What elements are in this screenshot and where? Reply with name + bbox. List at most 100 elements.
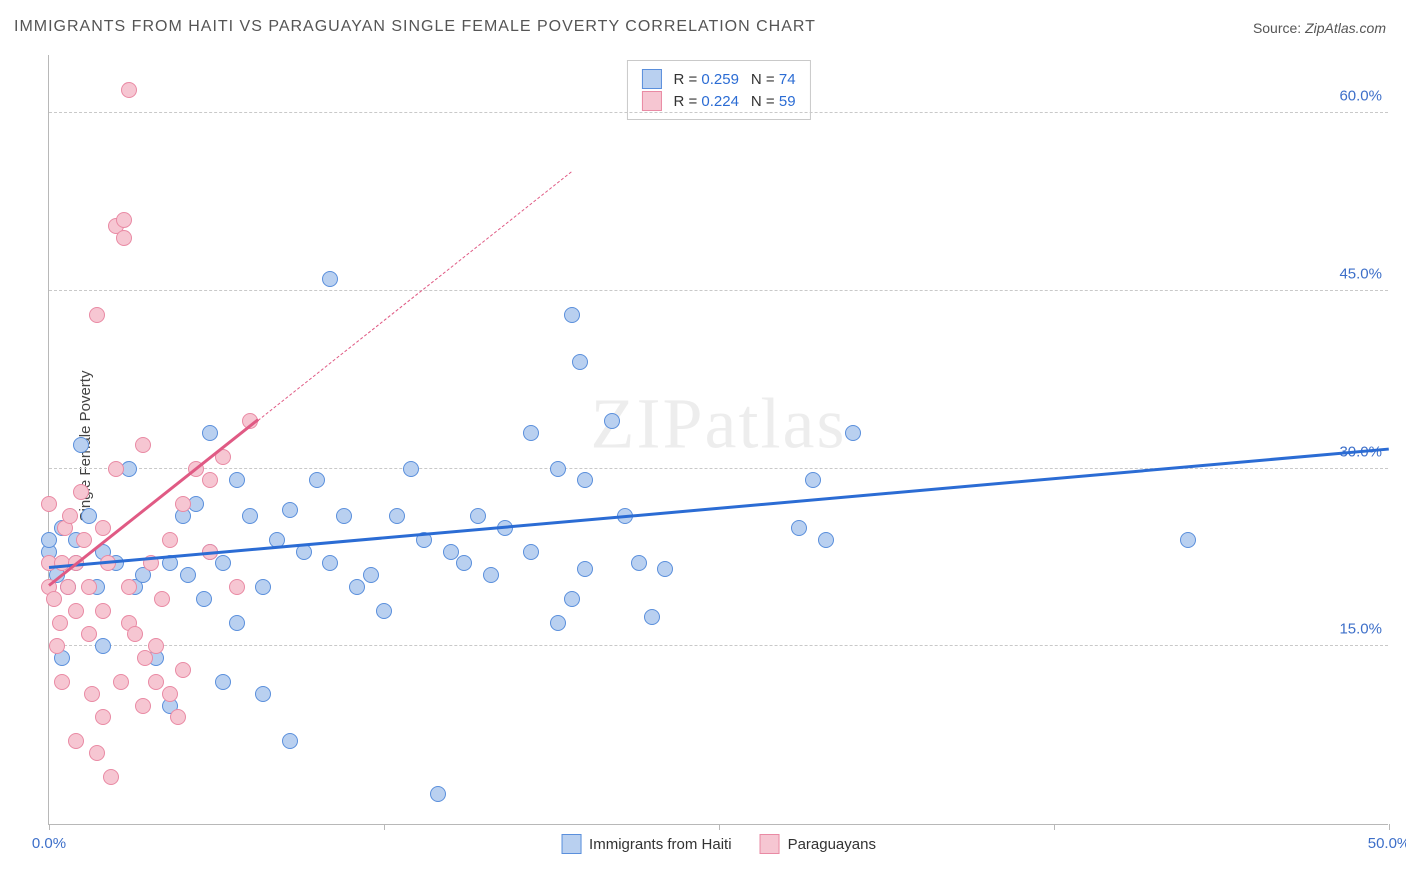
data-point <box>135 698 151 714</box>
data-point <box>550 615 566 631</box>
data-point <box>46 591 62 607</box>
data-point <box>229 579 245 595</box>
chart-title: IMMIGRANTS FROM HAITI VS PARAGUAYAN SING… <box>14 18 816 36</box>
data-point <box>657 561 673 577</box>
data-point <box>73 484 89 500</box>
data-point <box>791 520 807 536</box>
data-point <box>95 520 111 536</box>
source-value: ZipAtlas.com <box>1305 20 1386 36</box>
data-point <box>363 567 379 583</box>
series-swatch-icon <box>641 91 661 111</box>
data-point <box>577 472 593 488</box>
correlation-stats-box: R = 0.259 N = 74 R = 0.224 N = 59 <box>626 60 810 120</box>
data-point <box>68 733 84 749</box>
y-tick-label: 60.0% <box>1339 88 1382 105</box>
data-point <box>322 271 338 287</box>
data-point <box>108 461 124 477</box>
data-point <box>215 674 231 690</box>
data-point <box>631 555 647 571</box>
data-point <box>60 579 76 595</box>
data-point <box>202 472 218 488</box>
data-point <box>162 532 178 548</box>
data-point <box>282 502 298 518</box>
data-point <box>148 638 164 654</box>
data-point <box>81 579 97 595</box>
data-point <box>818 532 834 548</box>
data-point <box>62 508 78 524</box>
data-point <box>54 674 70 690</box>
x-tick-label: 0.0% <box>32 835 66 852</box>
data-point <box>116 230 132 246</box>
data-point <box>229 472 245 488</box>
data-point <box>41 532 57 548</box>
data-point <box>73 437 89 453</box>
gridline <box>49 112 1388 113</box>
data-point <box>550 461 566 477</box>
gridline <box>49 645 1388 646</box>
data-point <box>389 508 405 524</box>
series-swatch-icon <box>561 834 581 854</box>
y-tick-label: 45.0% <box>1339 265 1382 282</box>
data-point <box>242 508 258 524</box>
data-point <box>103 769 119 785</box>
data-point <box>805 472 821 488</box>
data-point <box>175 496 191 512</box>
data-point <box>229 615 245 631</box>
legend-item: Paraguayans <box>760 834 876 854</box>
series-swatch-icon <box>641 69 661 89</box>
watermark-text: ZIPatlas <box>591 383 847 466</box>
x-tick-label: 50.0% <box>1368 835 1406 852</box>
data-point <box>116 212 132 228</box>
data-point <box>215 555 231 571</box>
data-point <box>84 686 100 702</box>
data-point <box>52 615 68 631</box>
data-point <box>95 603 111 619</box>
gridline <box>49 290 1388 291</box>
source-label: Source: <box>1253 20 1305 36</box>
stats-n-eq: N = 74 <box>751 71 796 88</box>
data-point <box>148 674 164 690</box>
data-point <box>282 733 298 749</box>
x-tick-mark <box>719 824 720 830</box>
data-point <box>95 709 111 725</box>
data-point <box>644 609 660 625</box>
data-point <box>202 425 218 441</box>
scatter-plot-area: ZIPatlas R = 0.259 N = 74 R = 0.224 N = … <box>48 55 1388 825</box>
data-point <box>1180 532 1196 548</box>
data-point <box>403 461 419 477</box>
data-point <box>68 603 84 619</box>
data-point <box>41 496 57 512</box>
data-point <box>322 555 338 571</box>
trend-line <box>258 172 572 422</box>
data-point <box>483 567 499 583</box>
data-point <box>121 579 137 595</box>
legend-item: Immigrants from Haiti <box>561 834 732 854</box>
data-point <box>89 307 105 323</box>
x-tick-mark <box>1054 824 1055 830</box>
data-point <box>113 674 129 690</box>
data-point <box>170 709 186 725</box>
data-point <box>443 544 459 560</box>
data-point <box>376 603 392 619</box>
data-point <box>523 544 539 560</box>
data-point <box>154 591 170 607</box>
x-tick-mark <box>49 824 50 830</box>
y-tick-label: 15.0% <box>1339 621 1382 638</box>
legend: Immigrants from Haiti Paraguayans <box>561 834 876 854</box>
source-attribution: Source: ZipAtlas.com <box>1253 20 1386 36</box>
data-point <box>180 567 196 583</box>
data-point <box>121 82 137 98</box>
stats-r-eq: R = 0.224 <box>673 93 738 110</box>
legend-label: Immigrants from Haiti <box>589 836 732 853</box>
x-tick-mark <box>1389 824 1390 830</box>
data-point <box>523 425 539 441</box>
data-point <box>255 579 271 595</box>
data-point <box>309 472 325 488</box>
data-point <box>845 425 861 441</box>
data-point <box>456 555 472 571</box>
data-point <box>470 508 486 524</box>
data-point <box>572 354 588 370</box>
data-point <box>135 437 151 453</box>
legend-label: Paraguayans <box>788 836 876 853</box>
stats-r-eq: R = 0.259 <box>673 71 738 88</box>
